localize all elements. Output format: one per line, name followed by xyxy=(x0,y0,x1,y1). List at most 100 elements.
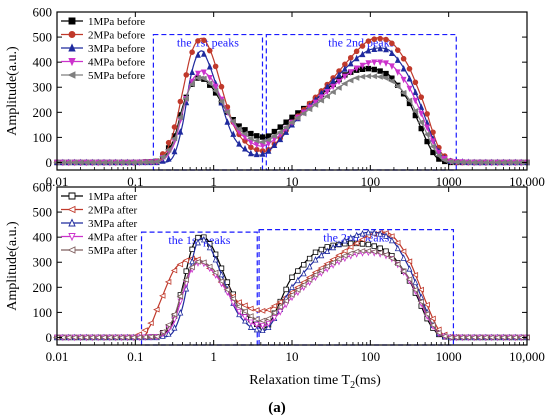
data-point xyxy=(241,308,248,315)
data-point xyxy=(371,59,378,66)
legend-marker xyxy=(68,43,76,52)
data-point xyxy=(270,309,278,316)
series-5mpa-after xyxy=(53,248,530,341)
data-point xyxy=(418,125,424,132)
data-point xyxy=(247,323,254,330)
data-point xyxy=(376,73,383,80)
data-point xyxy=(189,68,196,75)
y-tick-label: 400 xyxy=(33,55,53,70)
legend-label: 3MPa before xyxy=(88,43,145,55)
y-tick-label: 100 xyxy=(33,305,53,320)
data-point xyxy=(353,65,360,72)
data-point xyxy=(294,115,301,121)
data-point xyxy=(400,55,407,62)
data-point xyxy=(242,314,248,321)
data-point xyxy=(429,315,436,322)
data-point xyxy=(376,249,383,256)
data-point xyxy=(341,73,348,81)
data-point xyxy=(399,248,407,255)
data-point xyxy=(253,150,260,158)
data-point xyxy=(200,75,207,82)
data-point xyxy=(424,111,430,117)
data-point xyxy=(235,125,242,132)
annotation-box-1 xyxy=(140,231,258,346)
data-point xyxy=(195,70,201,78)
data-point xyxy=(377,35,383,42)
legend-marker xyxy=(68,31,76,38)
data-point xyxy=(347,69,354,76)
data-point xyxy=(323,93,330,100)
data-point xyxy=(252,316,260,323)
annotation-box-2 xyxy=(258,229,455,346)
data-point xyxy=(382,75,389,82)
data-point xyxy=(305,276,313,283)
data-point xyxy=(405,276,413,283)
x-tick-label: 10,000 xyxy=(509,349,545,364)
data-point xyxy=(347,234,354,241)
data-point xyxy=(452,159,460,165)
data-point xyxy=(364,248,372,254)
data-point xyxy=(365,47,372,54)
data-point xyxy=(170,267,178,274)
data-point xyxy=(341,248,348,254)
legend-label: 5MPa after xyxy=(88,245,138,257)
data-point xyxy=(359,241,366,247)
data-point xyxy=(300,269,307,277)
data-point xyxy=(200,50,207,57)
data-point xyxy=(271,128,278,135)
data-point xyxy=(394,47,401,53)
data-point xyxy=(194,258,201,265)
data-point xyxy=(183,268,189,274)
data-point xyxy=(353,231,360,239)
data-point xyxy=(270,303,278,309)
legend-label: 3MPa after xyxy=(88,218,138,230)
data-point xyxy=(317,97,325,104)
data-point xyxy=(324,247,331,254)
data-point xyxy=(200,259,207,266)
data-point xyxy=(336,78,342,86)
y-tick-label: 600 xyxy=(33,180,53,195)
data-point xyxy=(252,137,260,144)
data-point xyxy=(264,315,272,322)
data-point xyxy=(299,281,307,288)
data-point xyxy=(289,274,295,280)
data-point xyxy=(418,94,425,100)
data-point xyxy=(188,81,195,88)
data-point xyxy=(223,109,231,116)
legend-label: 4MPa before xyxy=(88,57,145,69)
data-point xyxy=(153,306,160,313)
data-point xyxy=(393,261,401,268)
data-point xyxy=(377,245,383,251)
data-point xyxy=(212,63,219,70)
data-point xyxy=(176,261,184,268)
data-point xyxy=(205,263,213,270)
x-tick-label: 0.01 xyxy=(46,349,69,364)
y-tick-label: 600 xyxy=(33,5,53,20)
data-point xyxy=(352,248,360,255)
data-point xyxy=(170,311,178,318)
data-point xyxy=(271,315,278,322)
data-point xyxy=(277,309,284,316)
data-point xyxy=(412,97,419,105)
data-point xyxy=(389,40,395,47)
data-point xyxy=(423,131,430,138)
data-point xyxy=(335,84,342,91)
data-point xyxy=(282,297,289,304)
data-point xyxy=(435,152,442,159)
data-point xyxy=(353,48,360,55)
data-point xyxy=(399,268,407,275)
data-point xyxy=(423,301,430,308)
data-point xyxy=(176,114,184,121)
data-point xyxy=(330,77,337,84)
data-point xyxy=(211,269,219,276)
x-tick-label: 10 xyxy=(286,174,299,189)
data-point xyxy=(341,65,348,72)
data-point xyxy=(305,106,313,113)
data-point xyxy=(341,236,348,244)
data-point xyxy=(417,298,424,305)
data-point xyxy=(358,236,366,243)
data-point xyxy=(383,70,389,77)
data-point xyxy=(411,271,419,278)
data-point xyxy=(177,309,184,316)
